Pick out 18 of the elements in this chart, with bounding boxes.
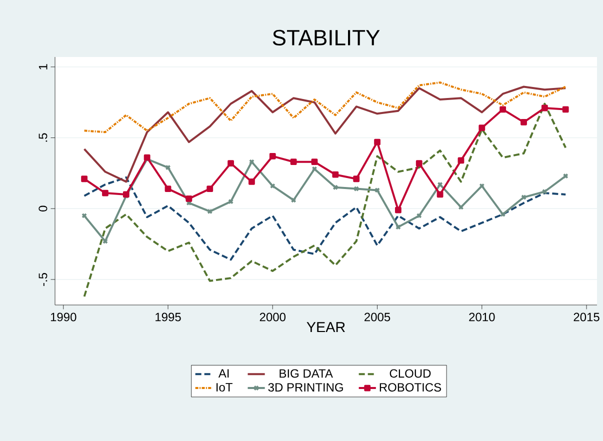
x-axis-title: YEAR [306,322,345,332]
x-tick-label: 2000 [260,312,286,322]
legend-label: 3D PRINTING [268,383,343,392]
y-tick-label: 0 [38,206,48,212]
x-tick-label: 2010 [469,312,495,322]
y-tick-label: -.5 [38,272,48,286]
legend-label: IoT [216,383,232,392]
x-tick-label: 1995 [156,312,181,322]
legend-label: ROBOTICS [380,383,442,392]
legend-label: AI [218,369,229,378]
x-tick-label: 2005 [364,312,390,322]
x-tick-label: 1990 [50,312,76,322]
y-tick-label: .5 [38,133,48,142]
legend-label: BIG DATA [280,369,333,378]
legend-label: CLOUD [390,369,431,378]
chart-title: STABILITY [272,30,380,46]
x-tick-label: 2015 [574,312,600,322]
y-tick-label: 1 [38,64,48,70]
